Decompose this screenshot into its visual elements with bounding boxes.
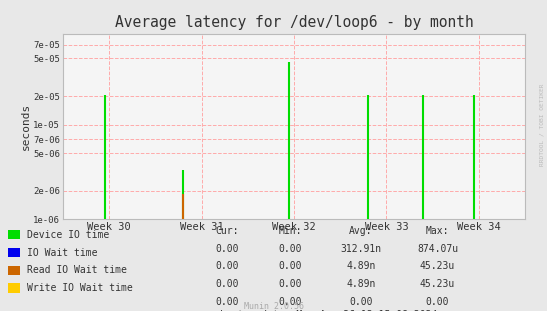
Text: Write IO Wait time: Write IO Wait time: [27, 283, 132, 293]
Text: Max:: Max:: [426, 226, 449, 236]
Y-axis label: seconds: seconds: [20, 103, 31, 150]
Text: 0.00: 0.00: [350, 297, 373, 307]
Text: 312.91n: 312.91n: [340, 244, 382, 253]
Text: 0.00: 0.00: [216, 261, 238, 271]
Text: 0.00: 0.00: [216, 279, 238, 289]
Text: 0.00: 0.00: [216, 297, 238, 307]
Text: 4.89n: 4.89n: [346, 279, 376, 289]
Text: 0.00: 0.00: [278, 244, 301, 253]
Text: 45.23u: 45.23u: [420, 279, 455, 289]
Text: 45.23u: 45.23u: [420, 261, 455, 271]
Text: IO Wait time: IO Wait time: [27, 248, 97, 258]
Text: 0.00: 0.00: [278, 279, 301, 289]
Text: 0.00: 0.00: [278, 261, 301, 271]
Text: 0.00: 0.00: [426, 297, 449, 307]
Text: 4.89n: 4.89n: [346, 261, 376, 271]
Text: Read IO Wait time: Read IO Wait time: [27, 265, 127, 275]
Text: Last update: Mon Aug 26 13:15:08 2024: Last update: Mon Aug 26 13:15:08 2024: [219, 310, 437, 311]
Text: 0.00: 0.00: [278, 297, 301, 307]
Text: Min:: Min:: [278, 226, 301, 236]
Text: Device IO time: Device IO time: [27, 230, 109, 240]
Text: 0.00: 0.00: [216, 244, 238, 253]
Title: Average latency for /dev/loop6 - by month: Average latency for /dev/loop6 - by mont…: [115, 15, 473, 30]
Text: Cur:: Cur:: [216, 226, 238, 236]
Text: Avg:: Avg:: [350, 226, 373, 236]
Text: Munin 2.0.56: Munin 2.0.56: [243, 301, 304, 310]
Text: RRDTOOL / TOBI OETIKER: RRDTOOL / TOBI OETIKER: [539, 83, 544, 166]
Text: 874.07u: 874.07u: [417, 244, 458, 253]
